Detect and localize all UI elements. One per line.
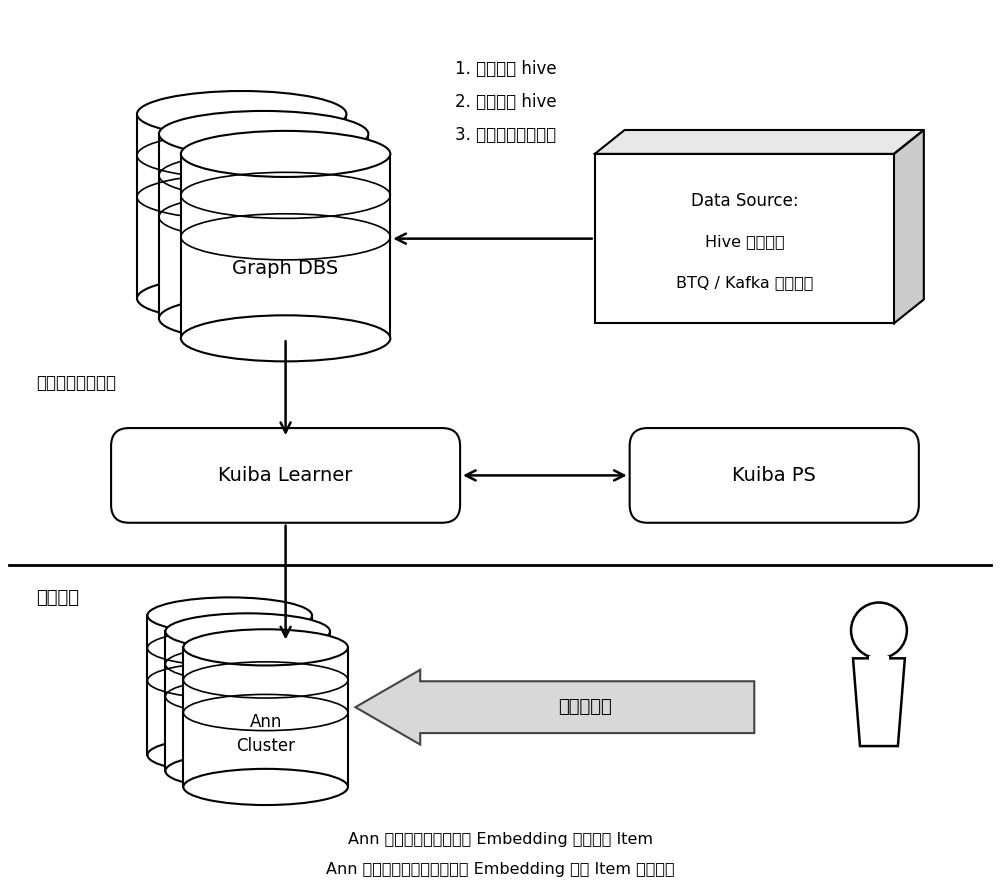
Text: Kuiba PS: Kuiba PS	[732, 466, 816, 485]
Bar	[159, 134, 368, 319]
Ellipse shape	[183, 630, 348, 665]
Ellipse shape	[165, 753, 330, 789]
Text: Data Source:: Data Source:	[691, 192, 798, 211]
Ellipse shape	[165, 613, 330, 649]
Bar	[165, 631, 330, 771]
Text: 2. 增量加载 hive: 2. 增量加载 hive	[455, 93, 557, 111]
FancyBboxPatch shape	[630, 428, 919, 522]
Text: 3. 监听在线数据集合: 3. 监听在线数据集合	[455, 126, 556, 144]
Ellipse shape	[183, 769, 348, 805]
FancyArrow shape	[355, 670, 754, 745]
Text: 线上部分: 线上部分	[36, 588, 79, 606]
Ellipse shape	[181, 315, 390, 362]
Bar	[181, 154, 390, 338]
Text: Ann 检索：排序阶段可以利用 Embedding 计算 Item 相似度等: Ann 检索：排序阶段可以利用 Embedding 计算 Item 相似度等	[326, 862, 674, 877]
Circle shape	[851, 603, 907, 658]
Ellipse shape	[147, 737, 312, 773]
Text: 图内生成训练样本: 图内生成训练样本	[36, 374, 116, 392]
FancyBboxPatch shape	[111, 428, 460, 522]
Text: Kuiba Learner: Kuiba Learner	[218, 466, 353, 485]
Ellipse shape	[181, 131, 390, 177]
Text: Graph DBS: Graph DBS	[232, 259, 339, 278]
Text: Hive 离线数据: Hive 离线数据	[705, 235, 784, 249]
Bar	[147, 615, 312, 755]
Polygon shape	[894, 130, 924, 323]
Bar	[869, 656, 889, 671]
Bar	[137, 114, 346, 298]
Text: Ann 召回：模型召回阶段 Embedding 召回相似 Item: Ann 召回：模型召回阶段 Embedding 召回相似 Item	[348, 832, 652, 847]
Ellipse shape	[159, 296, 368, 341]
Text: Ann
Cluster: Ann Cluster	[236, 714, 295, 755]
Text: BTQ / Kafka 在线数据: BTQ / Kafka 在线数据	[676, 275, 813, 290]
Ellipse shape	[159, 111, 368, 157]
Text: 在线调用侧: 在线调用侧	[558, 698, 612, 716]
Ellipse shape	[137, 275, 346, 321]
Ellipse shape	[147, 597, 312, 633]
Bar	[183, 647, 348, 787]
Ellipse shape	[137, 91, 346, 137]
Polygon shape	[853, 658, 905, 746]
Bar	[595, 154, 894, 323]
Text: 1. 静态加载 hive: 1. 静态加载 hive	[455, 60, 557, 79]
Polygon shape	[595, 130, 924, 154]
